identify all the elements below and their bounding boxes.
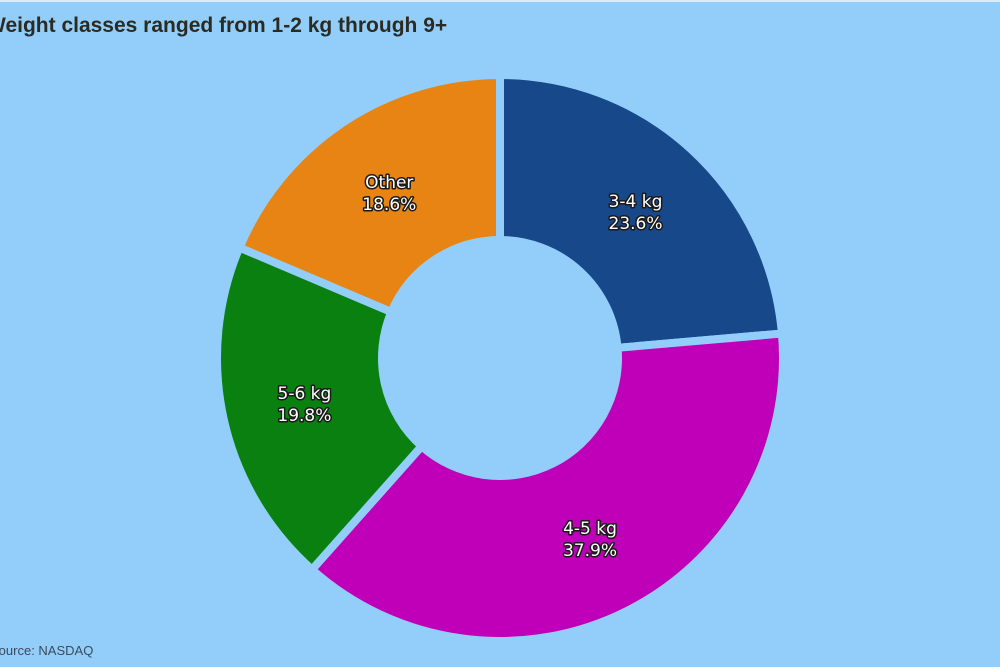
slice-4-5-kg	[308, 329, 787, 645]
slice-3-4-kg	[496, 71, 786, 352]
slice-value: 18.6%	[362, 195, 416, 215]
slice-label: 4-5 kg	[563, 519, 617, 539]
slice-label: 5-6 kg	[278, 384, 332, 404]
top-border	[0, 0, 1000, 2]
source-note: Source: NASDAQ	[0, 643, 94, 658]
slice-label: Other	[365, 173, 413, 193]
slice-value: 19.8%	[277, 406, 331, 426]
slice-5-6-kg	[213, 243, 426, 574]
chart-title: Weight classes ranged from 1-2 kg throug…	[0, 14, 448, 37]
slice-other	[235, 71, 504, 316]
slice-label: 3-4 kg	[609, 192, 663, 212]
slice-value: 37.9%	[563, 541, 617, 561]
slice-value: 23.6%	[609, 214, 663, 234]
